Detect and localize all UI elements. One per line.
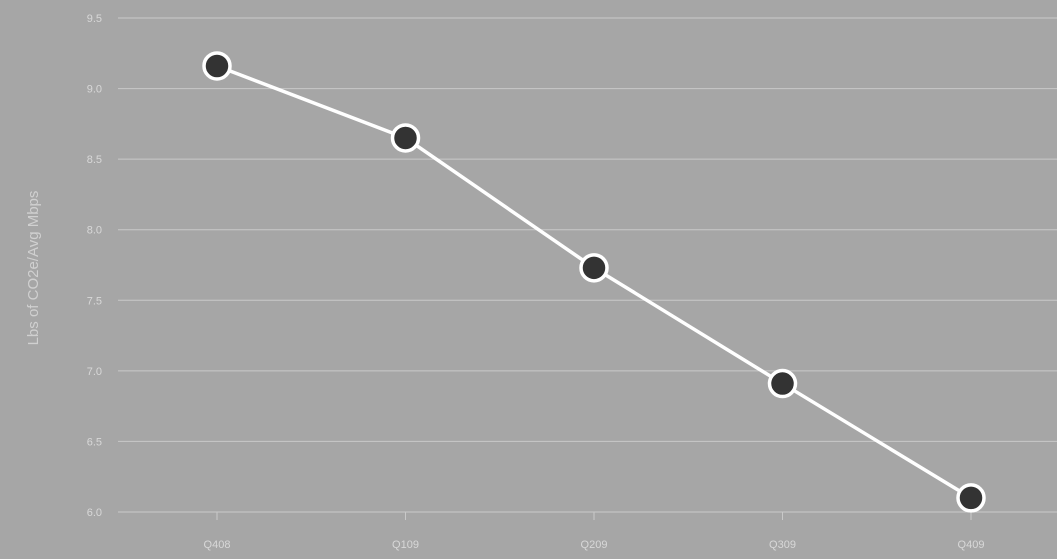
data-point-marker xyxy=(202,51,232,81)
y-tick-label: 6.0 xyxy=(87,507,102,519)
x-tick-label: Q109 xyxy=(392,539,419,551)
y-tick-label: 9.5 xyxy=(87,13,102,25)
y-axis-ticks: 6.0 6.5 7.0 7.5 8.0 8.5 9.0 9.5 xyxy=(87,13,102,519)
data-point-marker xyxy=(767,368,798,399)
x-axis-ticks: Q408 Q109 Q209 Q309 Q409 xyxy=(204,512,985,551)
y-tick-label: 7.0 xyxy=(87,366,102,378)
x-tick-label: Q309 xyxy=(769,539,796,551)
data-point-marker xyxy=(390,123,421,153)
x-tick-label: Q409 xyxy=(958,539,985,551)
y-tick-label: 6.5 xyxy=(87,436,102,448)
data-point-marker xyxy=(579,253,609,283)
y-axis-title: Lbs of CO2e/Avg Mbps xyxy=(25,191,42,346)
y-tick-label: 8.5 xyxy=(87,154,102,166)
data-point-marker xyxy=(956,483,986,513)
series-layer xyxy=(202,51,986,513)
y-tick-label: 8.0 xyxy=(87,225,102,237)
y-tick-label: 7.5 xyxy=(87,295,102,307)
x-tick-label: Q408 xyxy=(204,539,231,551)
x-tick-label: Q209 xyxy=(581,539,608,551)
y-tick-label: 9.0 xyxy=(87,84,102,96)
